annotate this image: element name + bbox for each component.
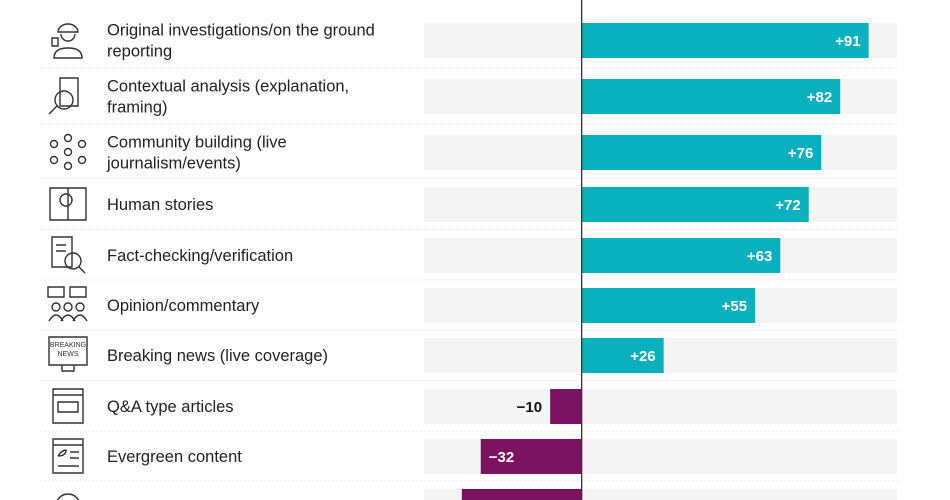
category-label: Fact-checking/verification (107, 247, 293, 265)
category-label: journalism/events) (106, 155, 241, 173)
data-label: +76 (788, 145, 813, 162)
bar (461, 489, 582, 500)
bar (581, 238, 781, 273)
globe-arrows-icon (56, 493, 80, 500)
leaf-document-icon (52, 438, 84, 474)
bar (581, 187, 809, 222)
category-label: Breaking news (live coverage) (107, 347, 328, 365)
chart-row: Community building (live journalism/event… (49, 133, 822, 173)
bar (581, 288, 756, 323)
bar-track (424, 489, 897, 500)
bar (480, 439, 582, 474)
bar (581, 338, 664, 373)
category-label: reporting (107, 43, 172, 61)
chart-row: Original investigations/on the ground rep… (51, 22, 869, 61)
category-label: Contextual analysis (explanation, (107, 78, 349, 96)
svg-text:BREAKING: BREAKING (50, 342, 86, 349)
data-label: +72 (775, 197, 800, 214)
data-label: −10 (517, 399, 542, 416)
chart-row (56, 489, 582, 500)
data-label: +82 (807, 89, 832, 106)
category-label: framing) (107, 99, 168, 117)
data-label: +55 (722, 298, 747, 315)
category-label: Community building (live (107, 134, 287, 152)
magnifier-document-icon (48, 77, 79, 115)
data-label: +26 (630, 348, 655, 365)
bar-track (424, 389, 897, 424)
data-label: −32 (489, 449, 514, 466)
bar (581, 135, 822, 170)
chart-row: Fact-checking/verification +63 (51, 236, 781, 274)
chart-row: Contextual analysis (explanation, framing… (48, 77, 841, 117)
checklist-magnifier-icon (51, 236, 86, 274)
data-label: +91 (835, 33, 860, 50)
person-story-icon (49, 187, 87, 221)
bar (550, 389, 582, 424)
chart-row: BREAKING NEWS Breaking news (live coverage… (48, 336, 664, 373)
chart-row: Human stories +72 (49, 187, 809, 222)
chart-row: Evergreen content −32 (52, 438, 582, 474)
qa-browser-icon (52, 388, 84, 424)
bar (581, 79, 841, 114)
breaking-news-icon: BREAKING NEWS (48, 336, 88, 372)
community-network-icon (49, 133, 87, 171)
svg-text:NEWS: NEWS (58, 351, 79, 358)
category-label: Original investigations/on the ground (107, 22, 375, 40)
chart-row: Q&A type articles −10 (52, 388, 582, 424)
category-label: Evergreen content (107, 448, 242, 466)
category-label: Q&A type articles (107, 398, 234, 416)
category-label: Human stories (107, 196, 213, 214)
category-label: Opinion/commentary (107, 297, 260, 315)
reporter-icon (51, 23, 83, 59)
group-speech-icon (47, 286, 88, 322)
chart-row: Opinion/commentary +55 (47, 286, 756, 323)
data-label: +63 (747, 248, 772, 265)
bar (581, 23, 869, 58)
